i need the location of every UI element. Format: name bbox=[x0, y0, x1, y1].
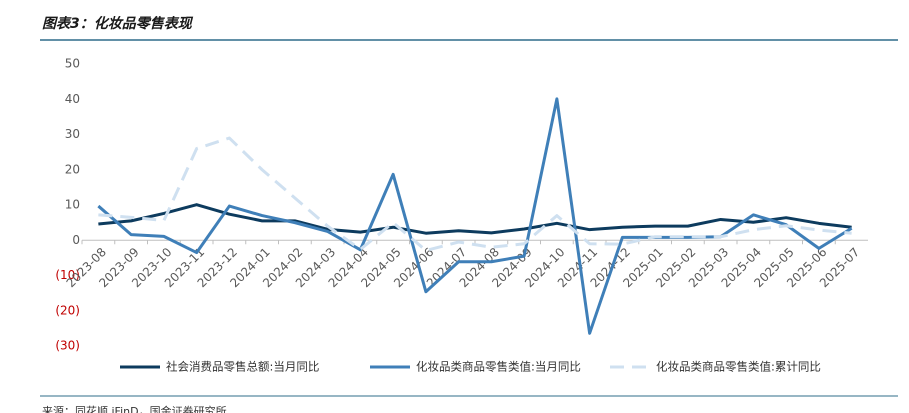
series-line bbox=[97, 97, 853, 335]
y-tick-label: 30 bbox=[65, 127, 80, 141]
y-tick-label: 0 bbox=[72, 233, 80, 247]
legend-label: 化妆品类商品零售类值:累计同比 bbox=[656, 360, 821, 374]
chart-title: 图表3：化妆品零售表现 bbox=[42, 15, 194, 32]
y-tick-label: (10) bbox=[55, 268, 80, 282]
source: 来源：同花顺 iFinD，国金证券研究所 bbox=[42, 404, 227, 413]
y-tick-label: 40 bbox=[65, 92, 80, 106]
y-tick-label: 50 bbox=[65, 57, 80, 71]
y-tick-label: (30) bbox=[55, 339, 80, 353]
y-tick-label: 10 bbox=[65, 198, 80, 212]
series-line bbox=[98, 136, 852, 252]
y-tick-label: 20 bbox=[65, 162, 80, 176]
legend-label: 化妆品类商品零售类值:当月同比 bbox=[416, 360, 581, 374]
legend-label: 社会消费品零售总额:当月同比 bbox=[166, 360, 319, 374]
y-tick-label: (20) bbox=[55, 303, 80, 317]
series-line bbox=[98, 203, 852, 235]
